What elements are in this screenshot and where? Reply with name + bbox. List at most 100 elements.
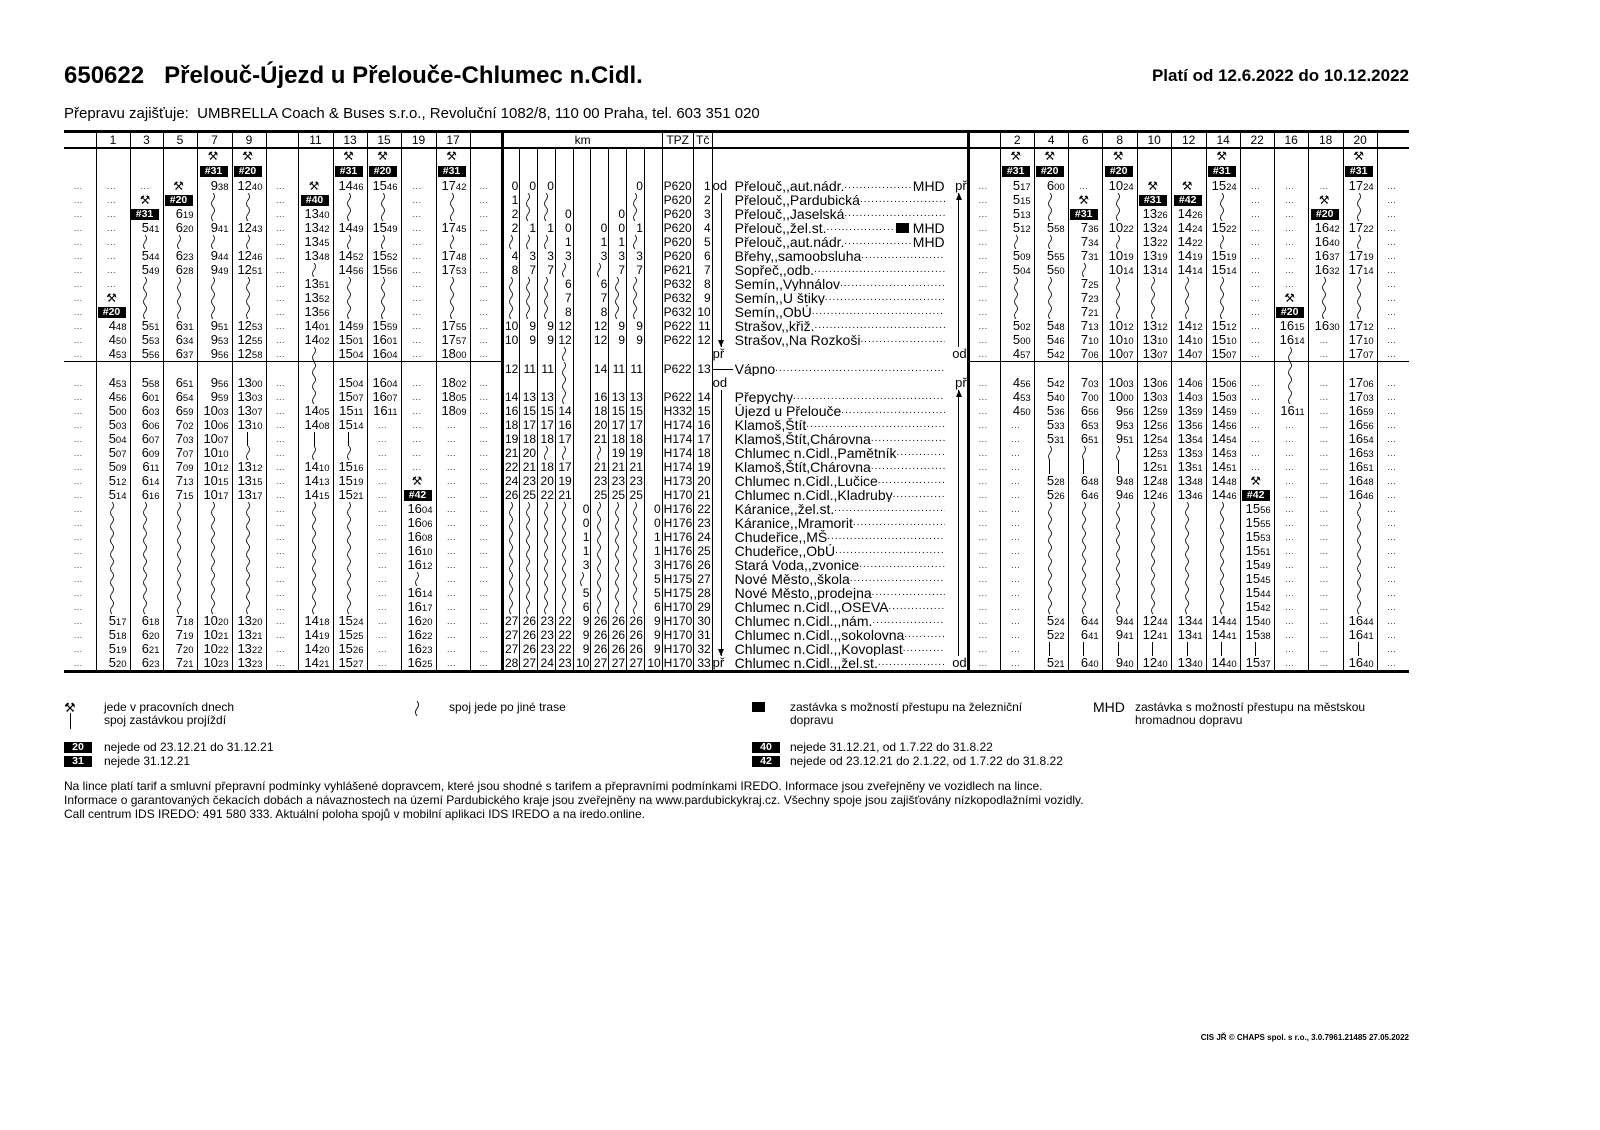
dots: ... <box>1387 602 1397 612</box>
hour: 5 <box>108 642 116 656</box>
hour: 14 <box>1177 319 1193 333</box>
stop-row: ... 504 607 703 1007............... 19 18 18 17 2… <box>64 432 1410 446</box>
time-cell: 628 <box>162 263 197 277</box>
other-route <box>435 277 470 291</box>
wavy-line-icon <box>1185 600 1190 614</box>
wavy-line-icon <box>597 263 602 277</box>
note-badge: #31 <box>1207 166 1236 178</box>
note-text: nejede od 23.12.21 do 2.1.22, od 1.7.22 … <box>790 754 1063 768</box>
other-route <box>1170 502 1207 516</box>
other-route <box>95 558 130 572</box>
empty-cell <box>999 361 1035 376</box>
km-cell <box>643 291 663 305</box>
wavy-line-icon <box>633 291 637 305</box>
time-cell: 651 <box>1067 432 1103 446</box>
wavy-line-icon <box>1081 446 1086 460</box>
dots: ... <box>1319 630 1329 640</box>
time-cell: 526 <box>1033 488 1069 502</box>
minute: 59 <box>352 322 364 333</box>
time-cell: 1614 <box>400 586 436 600</box>
dots: ... <box>377 434 387 444</box>
hour: 5 <box>1012 221 1021 235</box>
time-cell: 514 <box>95 488 130 502</box>
not-running: ... <box>64 235 96 249</box>
minute: 53 <box>217 336 229 347</box>
km-cell: 5 <box>643 586 663 600</box>
km-cell: 15 <box>608 404 627 418</box>
dots: ... <box>1285 504 1295 514</box>
tpz-code: H170 <box>661 642 694 656</box>
not-running: ... <box>265 376 298 390</box>
time-cell: 1449 <box>332 221 367 235</box>
minute: 46 <box>1054 336 1065 347</box>
hour: 5 <box>1012 193 1021 207</box>
wavy-line-icon <box>245 544 250 558</box>
km-cell: 24 <box>500 474 520 488</box>
other-route <box>231 193 266 207</box>
not-running: ... <box>265 404 298 418</box>
wavy-line-icon <box>1116 600 1121 614</box>
minute: 24 <box>1157 224 1168 235</box>
not-running: ... <box>1307 390 1344 404</box>
not-running: ... <box>265 544 298 558</box>
time-cell: 1714 <box>1342 263 1378 277</box>
direction-marker-left <box>713 460 735 474</box>
km-cell: 9 <box>608 319 627 333</box>
note-cell: #20 <box>1307 207 1344 221</box>
other-route <box>537 558 556 572</box>
hammer-icon: ⚒ <box>1078 193 1090 207</box>
not-running: ... <box>1239 347 1275 362</box>
wavy-line-icon <box>449 305 454 319</box>
time-cell: 1646 <box>1342 488 1378 502</box>
hour: 15 <box>1211 221 1227 235</box>
time-cell: 1410 <box>1170 333 1207 347</box>
other-route <box>626 600 645 614</box>
time-cell: 456 <box>95 390 130 404</box>
dots: ... <box>275 265 285 275</box>
time-cell: 1724 <box>1342 179 1378 193</box>
other-route <box>1205 572 1241 586</box>
tpz-code <box>661 347 694 362</box>
km-cell: 0 <box>519 179 538 193</box>
arrow-line <box>957 418 959 432</box>
other-route <box>1342 572 1378 586</box>
dots: ... <box>1251 378 1261 388</box>
not-running: ... <box>1239 460 1275 474</box>
other-route <box>1101 530 1138 544</box>
hour: 17 <box>441 333 456 347</box>
km-cell: 9 <box>519 319 538 333</box>
hour: 16 <box>407 516 422 530</box>
time-cell: 721 <box>1067 305 1103 319</box>
minute: 53 <box>1157 449 1168 460</box>
wavy-line-icon <box>597 446 602 460</box>
dots: ... <box>73 602 83 612</box>
hour: 5 <box>108 418 116 432</box>
time-cell: 1300 <box>231 376 266 390</box>
arrow-line <box>720 390 722 404</box>
dots: ... <box>978 588 988 598</box>
hour: 17 <box>441 319 456 333</box>
stop-number: 18 <box>692 446 713 460</box>
minute: 46 <box>251 252 263 263</box>
direction-marker-right <box>945 432 967 446</box>
other-route <box>297 361 333 376</box>
wavy-line-icon <box>346 193 351 207</box>
minute: 25 <box>352 631 364 642</box>
dots: ... <box>275 349 285 359</box>
dots: ... <box>1285 420 1295 430</box>
direction-marker-right <box>945 249 967 263</box>
trip-number: 17 <box>435 131 470 149</box>
other-route <box>1205 600 1241 614</box>
time-cell: 1651 <box>1342 460 1378 474</box>
time-cell: 1551 <box>1239 544 1275 558</box>
minute: 56 <box>318 308 330 319</box>
not-running: ... <box>64 572 96 586</box>
not-running: ... <box>64 376 96 390</box>
km-cell <box>643 418 663 432</box>
dots: ... <box>73 406 83 416</box>
km-cell: 14 <box>500 390 520 404</box>
km-cell: 22 <box>554 614 574 628</box>
hour: 12 <box>1142 628 1158 642</box>
wavy-line-icon <box>1116 305 1121 319</box>
dots: ... <box>479 321 489 331</box>
